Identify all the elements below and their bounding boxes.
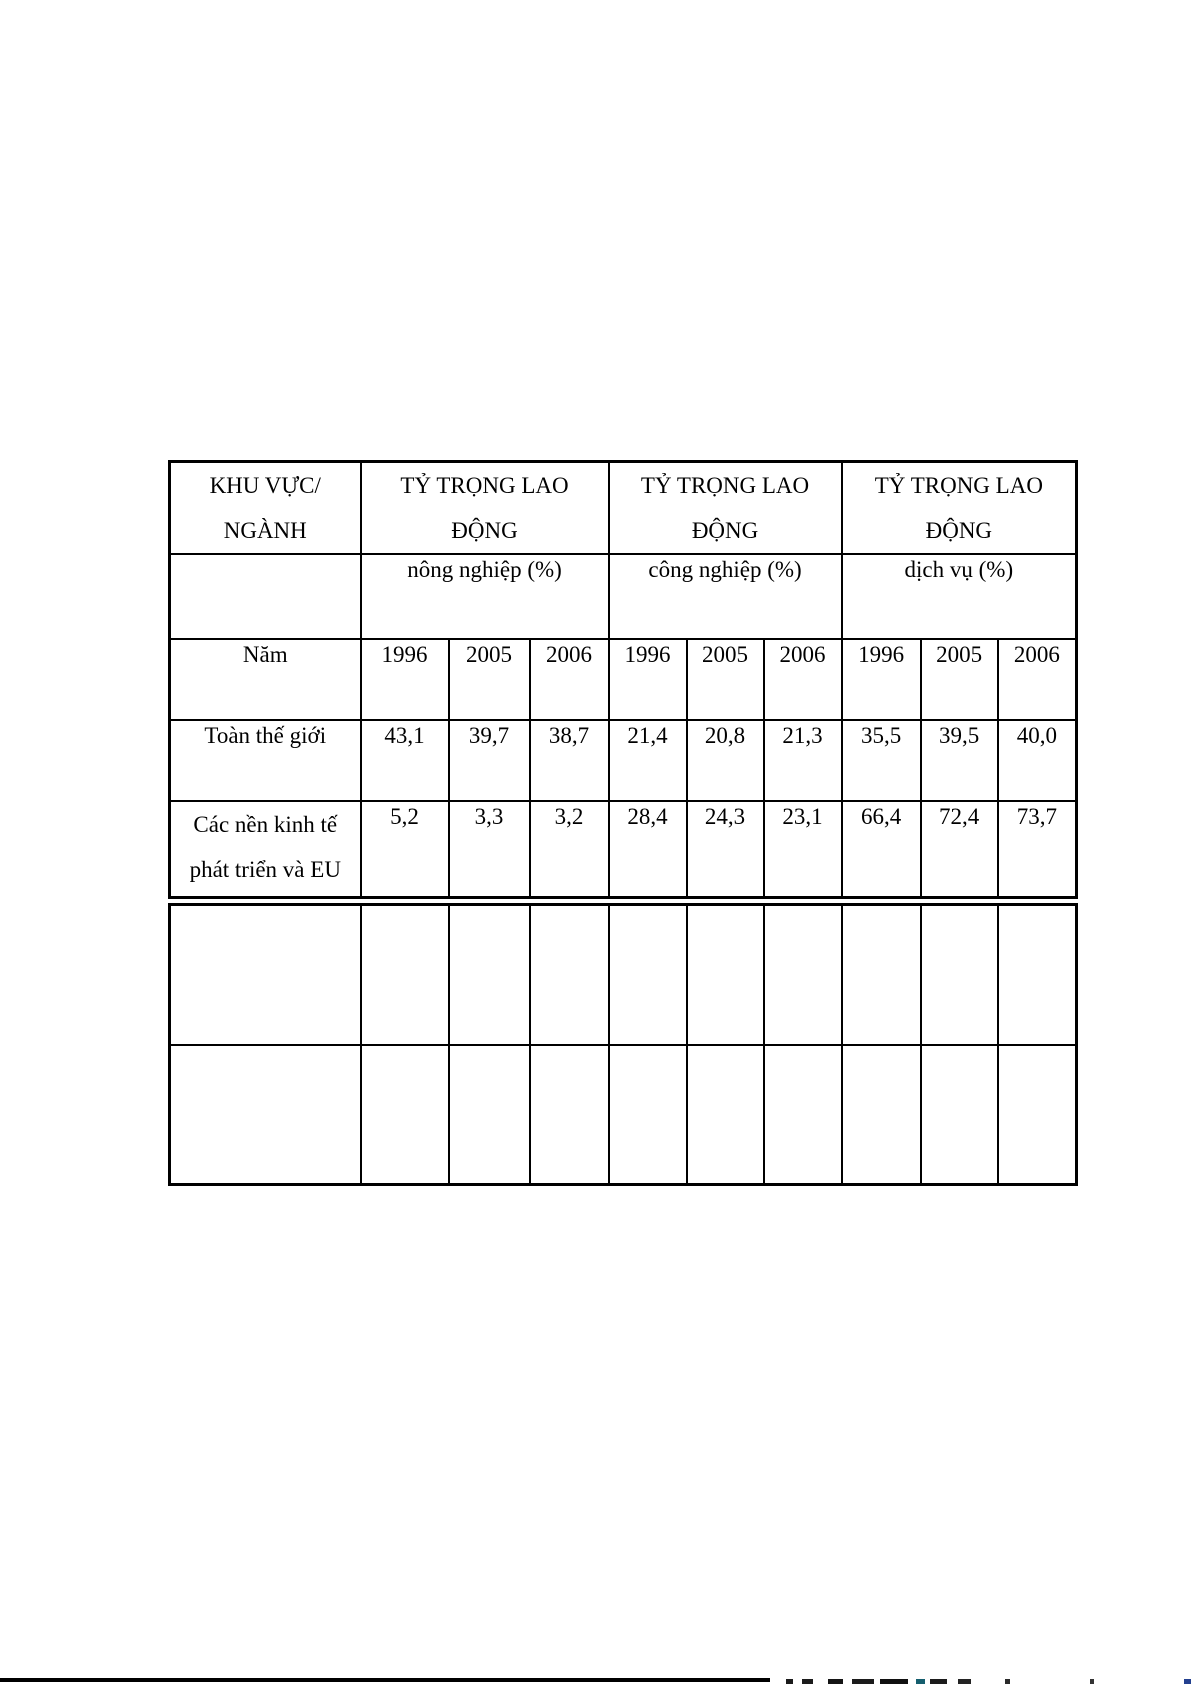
year-row: Năm 1996 2005 2006 1996 2005 2006 1996 2… xyxy=(168,638,1078,721)
cutoff-text-fragment xyxy=(828,1679,843,1684)
empty-cell xyxy=(840,1043,922,1186)
year-cell: 2005 xyxy=(447,638,531,721)
value-cell: 43,1 xyxy=(359,719,450,802)
value-cell: 73,7 xyxy=(996,800,1078,898)
cutoff-text-fragment xyxy=(1090,1679,1094,1684)
footer-rule xyxy=(0,1678,770,1682)
empty-cell xyxy=(919,1043,999,1186)
cutoff-text-fragment xyxy=(786,1679,793,1684)
empty-row xyxy=(168,1043,1078,1186)
cutoff-text-fragment xyxy=(802,1679,813,1684)
value-cell: 23,1 xyxy=(762,800,843,898)
empty-cell xyxy=(447,1043,531,1186)
row-label-cell: Toàn thế giới xyxy=(168,719,362,802)
row-label-cell: Các nền kinh tế phát triển và EU xyxy=(168,800,362,898)
value-cell: 72,4 xyxy=(919,800,999,898)
cutoff-text-fragment xyxy=(1184,1679,1191,1684)
data-row-world: Toàn thế giới 43,1 39,7 38,7 21,4 20,8 2… xyxy=(168,719,1078,802)
data-row-developed-economies-eu: Các nền kinh tế phát triển và EU 5,2 3,3… xyxy=(168,800,1078,898)
empty-cell xyxy=(528,1043,610,1186)
empty-cell xyxy=(685,903,765,1046)
year-cell: 1996 xyxy=(607,638,688,721)
cutoff-text-fragment xyxy=(852,1679,874,1684)
empty-cell xyxy=(996,903,1078,1046)
empty-cell xyxy=(607,903,688,1046)
empty-header-cell xyxy=(168,553,362,640)
year-cell: 1996 xyxy=(359,638,450,721)
value-cell: 66,4 xyxy=(840,800,922,898)
value-cell: 21,3 xyxy=(762,719,843,802)
empty-row xyxy=(168,903,1078,1046)
empty-cell xyxy=(528,903,610,1046)
empty-cell xyxy=(168,1043,362,1186)
year-cell: 2006 xyxy=(762,638,843,721)
empty-cell xyxy=(996,1043,1078,1186)
region-sector-header-cell: KHU VỰC/ NGÀNH xyxy=(168,460,362,555)
table-unit-row: nông nghiệp (%) công nghiệp (%) dịch vụ … xyxy=(168,553,1078,640)
year-cell: 1996 xyxy=(840,638,922,721)
cutoff-text-fragment xyxy=(1005,1679,1010,1684)
region-header-line2: NGÀNH xyxy=(223,518,307,543)
region-header-line1: KHU VỰC/ xyxy=(209,473,321,498)
value-cell: 20,8 xyxy=(685,719,765,802)
group-header-agriculture: TỶ TRỌNG LAO ĐỘNG xyxy=(359,460,610,555)
value-cell: 40,0 xyxy=(996,719,1078,802)
empty-cell xyxy=(168,903,362,1046)
unit-cell-services: dịch vụ (%) xyxy=(840,553,1078,640)
empty-cell xyxy=(919,903,999,1046)
empty-cell xyxy=(447,903,531,1046)
empty-answer-table xyxy=(168,903,1078,1186)
value-cell: 35,5 xyxy=(840,719,922,802)
value-cell: 5,2 xyxy=(359,800,450,898)
unit-cell-industry: công nghiệp (%) xyxy=(607,553,843,640)
value-cell: 24,3 xyxy=(685,800,765,898)
unit-cell-agriculture: nông nghiệp (%) xyxy=(359,553,610,640)
value-cell: 21,4 xyxy=(607,719,688,802)
empty-cell xyxy=(762,1043,843,1186)
value-cell: 38,7 xyxy=(528,719,610,802)
group-header-services: TỶ TRỌNG LAO ĐỘNG xyxy=(840,460,1078,555)
empty-cell xyxy=(607,1043,688,1186)
group-header-industry: TỶ TRỌNG LAO ĐỘNG xyxy=(607,460,843,555)
cutoff-text-fragment xyxy=(880,1679,908,1684)
value-cell: 3,2 xyxy=(528,800,610,898)
table-header-row: KHU VỰC/ NGÀNH TỶ TRỌNG LAO ĐỘNG TỶ TRỌN… xyxy=(168,460,1078,555)
year-cell: 2005 xyxy=(919,638,999,721)
cutoff-text-fragment xyxy=(930,1679,947,1684)
year-cell: 2005 xyxy=(685,638,765,721)
year-label-cell: Năm xyxy=(168,638,362,721)
value-cell: 39,5 xyxy=(919,719,999,802)
value-cell: 3,3 xyxy=(447,800,531,898)
value-cell: 39,7 xyxy=(447,719,531,802)
cutoff-text-fragment xyxy=(958,1679,971,1684)
empty-cell xyxy=(359,903,450,1046)
empty-cell xyxy=(685,1043,765,1186)
year-cell: 2006 xyxy=(528,638,610,721)
labor-share-table: KHU VỰC/ NGÀNH TỶ TRỌNG LAO ĐỘNG TỶ TRỌN… xyxy=(168,460,1079,899)
empty-cell xyxy=(840,903,922,1046)
cutoff-text-fragment xyxy=(916,1679,925,1684)
empty-cell xyxy=(359,1043,450,1186)
empty-cell xyxy=(762,903,843,1046)
year-cell: 2006 xyxy=(996,638,1078,721)
value-cell: 28,4 xyxy=(607,800,688,898)
